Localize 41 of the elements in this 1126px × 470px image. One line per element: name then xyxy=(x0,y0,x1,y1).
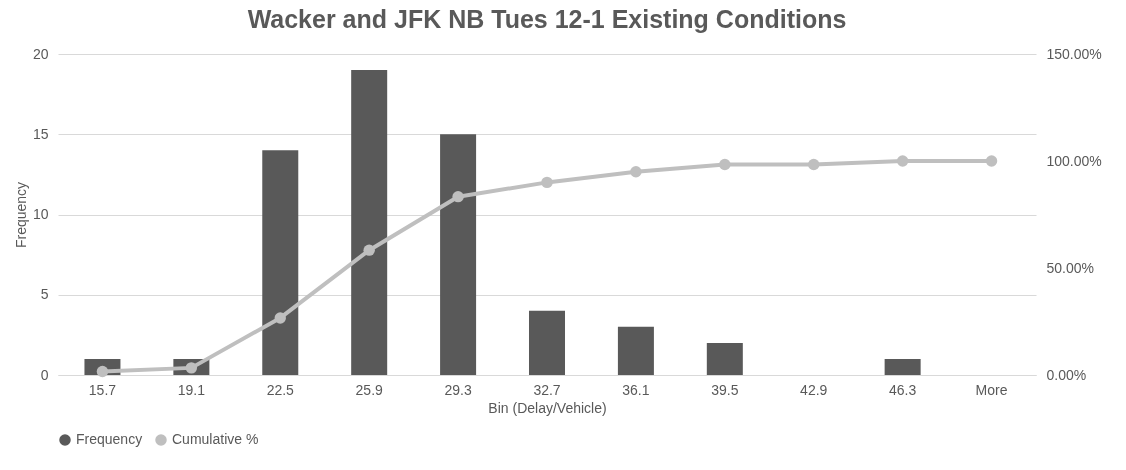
point xyxy=(541,176,553,189)
y2-tick-label: 0.00% xyxy=(1046,366,1087,383)
y2-tick-label: 150.00% xyxy=(1046,45,1102,62)
y-tick-label: 5 xyxy=(40,286,49,303)
y-axis-title: Frequency xyxy=(12,181,29,249)
chart-title: Wacker and JFK NB Tues 12-1 Existing Conditions xyxy=(247,5,847,33)
bar xyxy=(351,70,388,375)
x-axis-title: Bin (Delay/Vehicle) xyxy=(488,399,607,416)
y-tick-label: 10 xyxy=(32,206,49,222)
x-tick-label: 15.7 xyxy=(88,381,117,398)
point xyxy=(985,155,998,167)
x-tick-label: 32.7 xyxy=(533,381,561,398)
x-tick-label: 22.5 xyxy=(266,381,295,398)
bar xyxy=(884,358,921,375)
point xyxy=(274,312,286,324)
y2-tick-label: 100.00% xyxy=(1046,152,1102,169)
bar xyxy=(617,326,654,375)
x-tick-label: More xyxy=(975,381,1008,398)
x-tick-label: 25.9 xyxy=(355,381,384,398)
x-tick-label: 36.1 xyxy=(622,381,650,398)
x-tick-label: 19.1 xyxy=(177,381,206,398)
x-tick-label: 46.3 xyxy=(889,381,917,398)
y-tick-label: 0 xyxy=(40,366,49,383)
x-tick-label: 42.9 xyxy=(800,381,828,398)
bar xyxy=(706,342,743,375)
x-tick-label: 29.3 xyxy=(444,381,472,398)
point xyxy=(452,190,464,203)
y2-tick-label: 50.00% xyxy=(1046,259,1094,276)
point xyxy=(363,244,375,256)
bar xyxy=(262,150,299,375)
legend-label: Frequency xyxy=(76,431,143,447)
bar xyxy=(440,134,477,375)
y-tick-label: 15 xyxy=(32,125,49,142)
x-tick-label: 39.5 xyxy=(711,381,739,398)
y-tick-label: 20 xyxy=(32,45,49,62)
point xyxy=(896,155,909,167)
point xyxy=(808,158,820,171)
point xyxy=(719,158,731,171)
legend-label: Cumulative % xyxy=(172,431,259,447)
point xyxy=(630,166,642,178)
bar xyxy=(529,310,565,375)
